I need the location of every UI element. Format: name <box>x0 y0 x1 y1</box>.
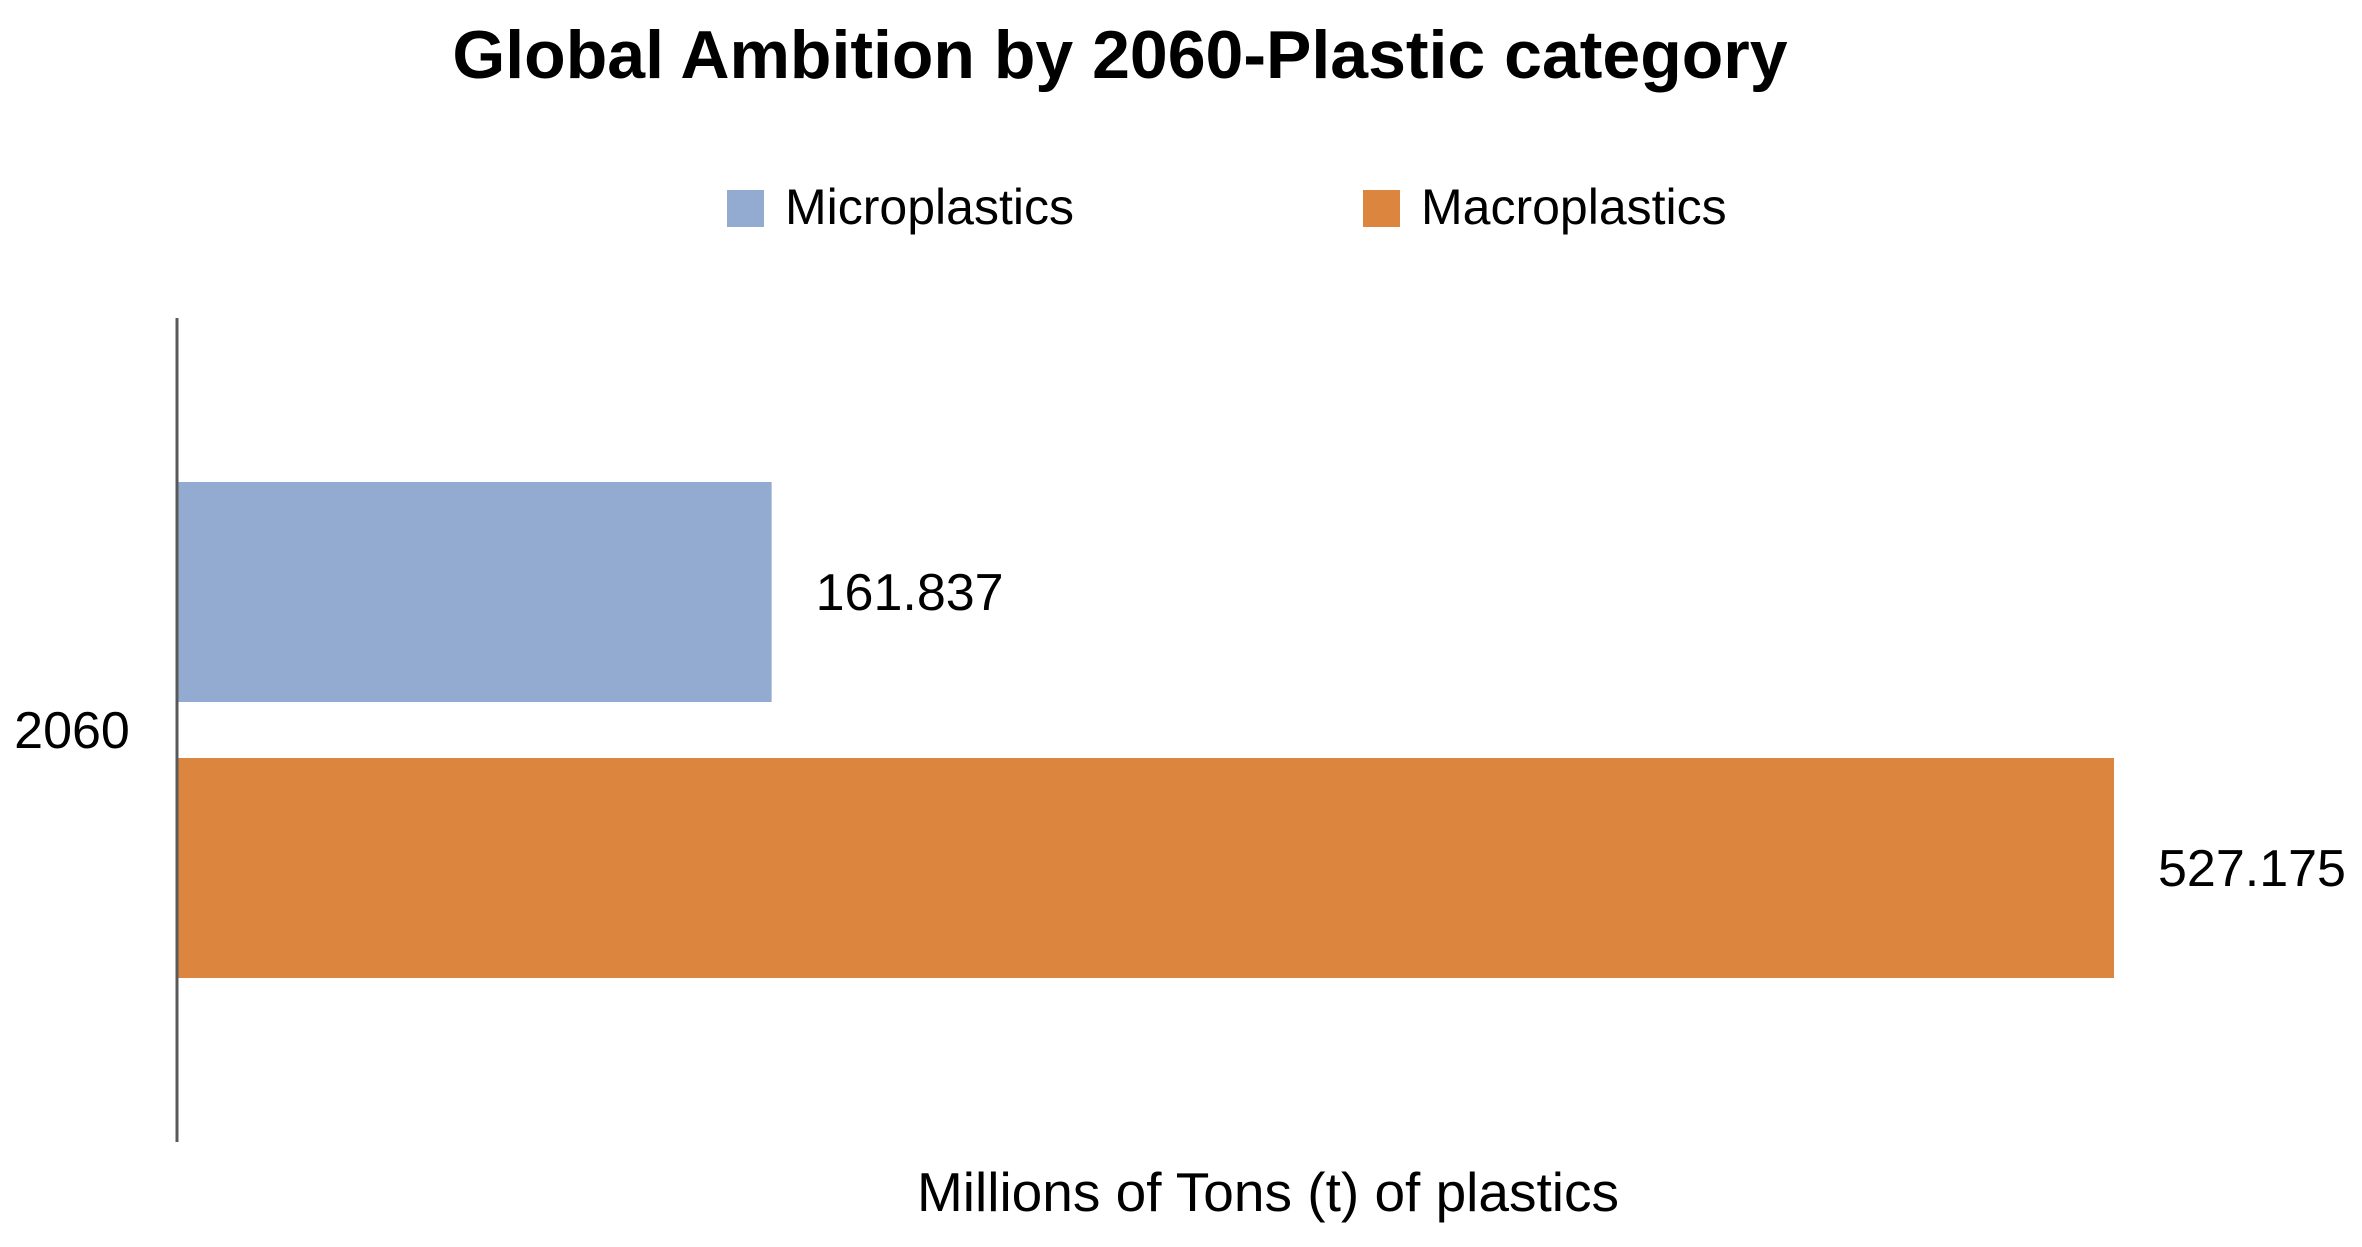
legend: Microplastics Macroplastics <box>727 179 1727 235</box>
data-label-microplastics: 161.837 <box>816 564 1004 622</box>
y-tick-label-2060: 2060 <box>14 702 130 760</box>
plot-area: 161.837 527.175 <box>177 482 2346 978</box>
bar-microplastics <box>177 482 772 702</box>
legend-swatch-macroplastics <box>1363 190 1400 227</box>
legend-label-macroplastics: Macroplastics <box>1421 179 1727 235</box>
chart-title: Global Ambition by 2060-Plastic category <box>452 17 1787 93</box>
data-label-macroplastics: 527.175 <box>2158 840 2346 898</box>
bar-macroplastics <box>177 758 2114 978</box>
x-axis-label: Millions of Tons (t) of plastics <box>917 1161 1619 1223</box>
legend-label-microplastics: Microplastics <box>785 179 1074 235</box>
legend-swatch-microplastics <box>727 190 764 227</box>
